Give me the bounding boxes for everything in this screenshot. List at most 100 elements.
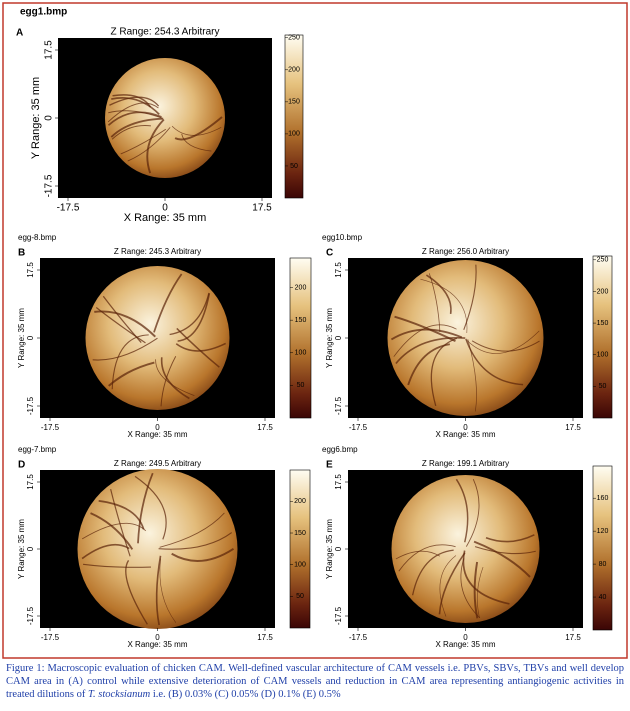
blood-vessel bbox=[153, 273, 183, 333]
blood-vessel bbox=[471, 340, 540, 352]
colorbar-tick-label: 250 bbox=[597, 257, 609, 264]
x-tick-label: 0 bbox=[155, 423, 160, 432]
blood-vessel bbox=[411, 549, 454, 596]
x-tick-label: 17.5 bbox=[565, 423, 581, 432]
colorbar-tick-label: 250 bbox=[288, 35, 300, 42]
y-tick-label: 17.5 bbox=[334, 262, 343, 278]
colorbar bbox=[592, 465, 613, 631]
y-axis-label: Y Range: 35 mm bbox=[30, 77, 42, 159]
y-tick-label: 0 bbox=[26, 335, 35, 340]
blood-vessel bbox=[108, 361, 155, 387]
blood-vessel bbox=[81, 543, 130, 560]
blood-vessel bbox=[398, 544, 456, 572]
filename: egg10.bmp bbox=[322, 233, 363, 242]
blood-vessel bbox=[112, 94, 152, 108]
blood-vessel bbox=[174, 116, 223, 141]
panel-letter: B bbox=[18, 248, 25, 259]
colorbar-tick-label: 100 bbox=[288, 131, 300, 138]
blood-vessel bbox=[107, 111, 162, 126]
blood-vessel bbox=[473, 540, 531, 578]
blood-vessel bbox=[420, 278, 468, 334]
y-tick-label: 0 bbox=[44, 115, 55, 121]
blood-vessel bbox=[425, 274, 452, 315]
filename: egg-7.bmp bbox=[18, 445, 57, 454]
z-range-title: Z Range: 249.5 Arbitrary bbox=[114, 459, 201, 468]
colorbar-tick-label: 150 bbox=[597, 320, 609, 327]
x-axis-label: X Range: 35 mm bbox=[127, 430, 187, 439]
colorbar-tick-label: 100 bbox=[294, 562, 306, 569]
y-axis-label: Y Range: 35 mm bbox=[325, 519, 334, 579]
blood-vessel bbox=[171, 125, 222, 136]
blood-vessel bbox=[110, 489, 131, 557]
y-tick-label: 0 bbox=[334, 546, 343, 551]
blood-vessel bbox=[460, 558, 481, 619]
x-tick-label: 17.5 bbox=[257, 423, 273, 432]
cam-image bbox=[105, 58, 225, 178]
blood-vessel bbox=[474, 546, 536, 555]
panel-letter: E bbox=[326, 460, 333, 471]
blood-vessel bbox=[455, 478, 469, 543]
z-range-title: Z Range: 254.3 Arbitrary bbox=[111, 27, 220, 38]
blood-vessel bbox=[155, 359, 195, 396]
blood-vessel bbox=[102, 295, 142, 344]
x-tick-label: -17.5 bbox=[41, 423, 60, 432]
colorbar-tick-label: 100 bbox=[597, 352, 609, 359]
x-axis-label: X Range: 35 mm bbox=[127, 640, 187, 649]
filename: egg1.bmp bbox=[20, 7, 67, 18]
blood-vessel bbox=[111, 334, 149, 390]
z-range-title: Z Range: 256.0 Arbitrary bbox=[422, 247, 509, 256]
blood-vessel bbox=[127, 127, 171, 162]
x-tick-label: -17.5 bbox=[57, 203, 80, 214]
blood-vessel bbox=[111, 124, 151, 140]
blood-vessel bbox=[95, 307, 146, 344]
cam-image bbox=[387, 260, 544, 416]
blood-vessel bbox=[171, 547, 235, 562]
z-range-title: Z Range: 199.1 Arbitrary bbox=[422, 459, 509, 468]
y-tick-label: 17.5 bbox=[44, 40, 55, 60]
panel-letter: A bbox=[16, 28, 23, 39]
colorbar-tick-label: 40 bbox=[599, 594, 607, 601]
blood-vessel bbox=[439, 555, 457, 617]
figure-border bbox=[2, 2, 628, 659]
x-tick-label: 0 bbox=[463, 423, 468, 432]
colorbar-tick-label: 200 bbox=[295, 284, 307, 291]
blood-vessel bbox=[395, 337, 466, 365]
figure-caption: Figure 1: Macroscopic evaluation of chic… bbox=[6, 662, 624, 701]
x-tick-label: -17.5 bbox=[349, 633, 368, 642]
blood-vessel bbox=[466, 330, 540, 354]
y-tick-label: 17.5 bbox=[334, 474, 343, 490]
blood-vessel bbox=[160, 357, 190, 400]
blood-vessel bbox=[465, 338, 524, 386]
colorbar-tick-label: 80 bbox=[599, 561, 607, 568]
colorbar-tick-label: 150 bbox=[295, 317, 307, 324]
colorbar-tick-label: 200 bbox=[288, 67, 300, 74]
blood-vessel bbox=[120, 128, 167, 155]
colorbar-tick-label: 150 bbox=[294, 530, 306, 537]
blood-vessel bbox=[146, 118, 165, 174]
y-tick-label: 0 bbox=[26, 546, 35, 551]
blood-vessel bbox=[111, 97, 160, 115]
colorbar bbox=[284, 34, 304, 199]
y-axis-label: Y Range: 35 mm bbox=[17, 308, 26, 368]
x-tick-label: 0 bbox=[463, 633, 468, 642]
x-tick-label: 17.5 bbox=[565, 633, 581, 642]
y-axis-label: Y Range: 35 mm bbox=[325, 308, 334, 368]
blood-vessel bbox=[465, 478, 480, 547]
blood-vessel bbox=[108, 110, 163, 119]
blood-vessel bbox=[438, 552, 466, 615]
cam-image bbox=[77, 469, 238, 629]
colorbar-tick-label: 100 bbox=[295, 350, 307, 357]
blood-vessel bbox=[430, 337, 458, 407]
x-tick-label: 17.5 bbox=[257, 633, 273, 642]
blood-vessel bbox=[137, 472, 154, 544]
z-range-title: Z Range: 245.3 Arbitrary bbox=[114, 247, 201, 256]
blood-vessel bbox=[181, 133, 212, 152]
x-tick-label: -17.5 bbox=[349, 423, 368, 432]
colorbar bbox=[289, 469, 311, 629]
x-tick-label: 0 bbox=[155, 633, 160, 642]
x-tick-label: 0 bbox=[162, 203, 168, 214]
blood-vessel bbox=[160, 356, 177, 407]
colorbar-tick-label: 120 bbox=[597, 528, 609, 535]
blood-vessel bbox=[92, 337, 158, 361]
